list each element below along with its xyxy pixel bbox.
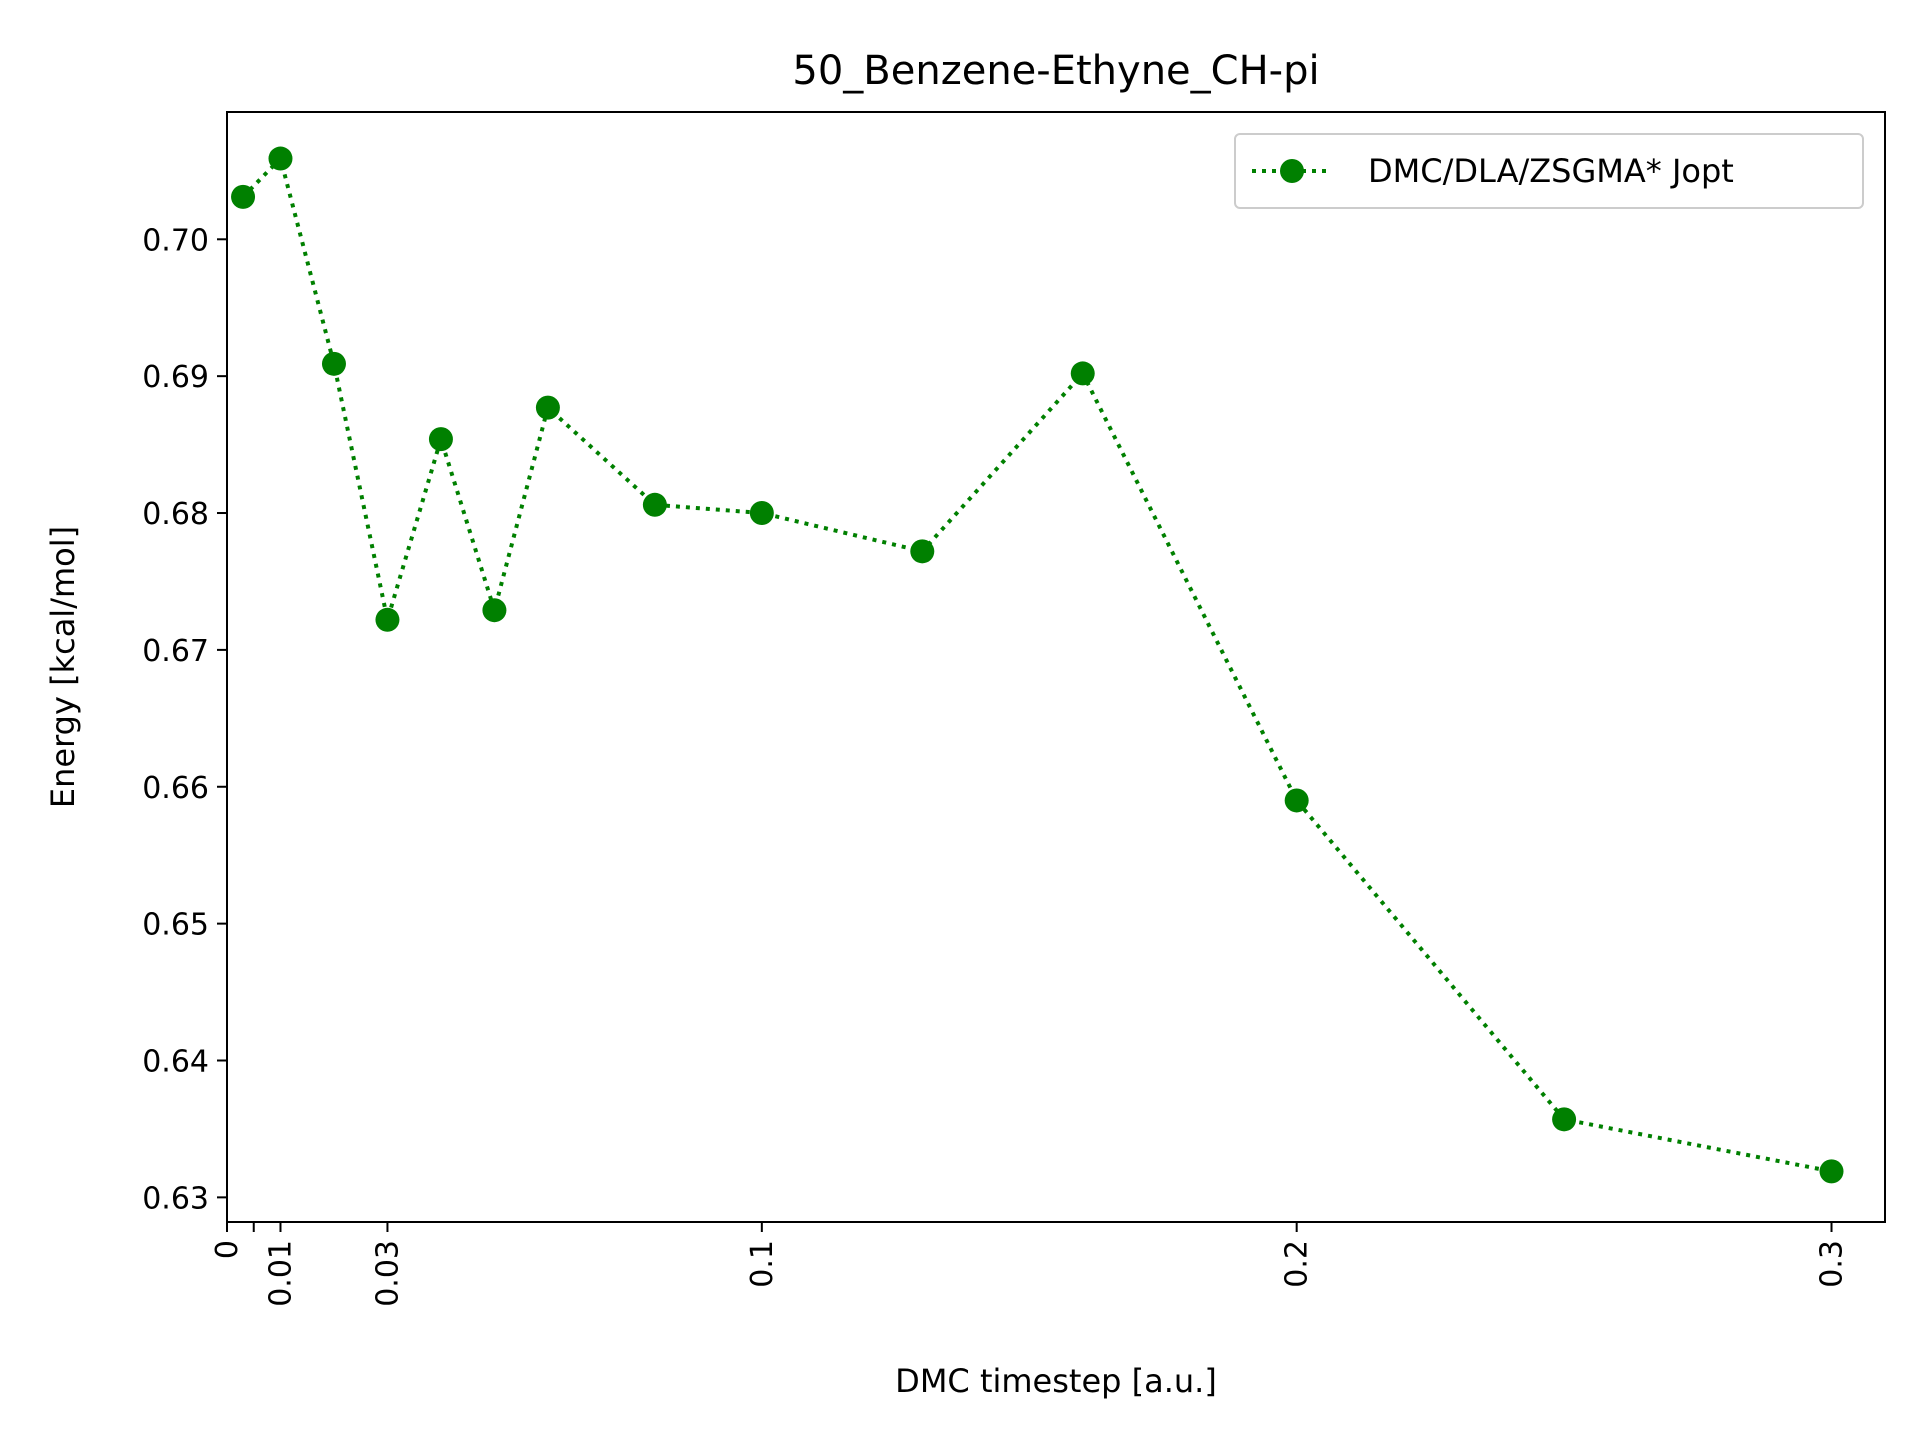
y-tick-label: 0.70	[142, 223, 209, 258]
plot-frame	[226, 111, 1886, 1223]
y-tick-label: 0.67	[142, 634, 209, 669]
data-point	[1819, 1159, 1844, 1184]
x-tick-label: 0.2	[1280, 1240, 1315, 1288]
x-tick-label: 0.01	[263, 1240, 298, 1307]
data-point	[535, 395, 560, 420]
x-tick-label: 0.3	[1815, 1240, 1850, 1288]
data-point	[375, 607, 400, 632]
x-tick-label: 0.1	[745, 1240, 780, 1288]
y-axis: 0.63 0.64 0.65 0.66 0.67 0.68 0.69 0.70	[142, 223, 227, 1216]
y-tick-label: 0.63	[142, 1181, 209, 1216]
y-tick-label: 0.64	[142, 1044, 209, 1079]
data-point	[482, 598, 507, 623]
data-point	[231, 184, 256, 209]
x-tick-label: 0.03	[370, 1240, 405, 1307]
legend-marker	[1280, 159, 1304, 183]
y-tick-label: 0.69	[142, 360, 209, 395]
data-point	[321, 351, 346, 376]
y-tick-label: 0.66	[142, 771, 209, 806]
data-point	[1552, 1107, 1577, 1132]
data-point	[1284, 788, 1309, 813]
x-axis: 0 0.01 0.03 0.1 0.2 0.3	[210, 1222, 1850, 1307]
series-line	[241, 154, 1832, 1174]
data-point	[749, 501, 774, 526]
chart-title: 50_Benzene-Ethyne_CH-pi	[792, 48, 1319, 94]
legend-box	[1234, 133, 1864, 209]
y-axis-label: Energy [kcal/mol]	[44, 526, 82, 808]
y-tick-label: 0.65	[142, 908, 209, 943]
legend: DMC/DLA/ZSGMA* Jopt	[1234, 133, 1864, 209]
data-point	[642, 492, 667, 517]
data-point	[1070, 361, 1095, 386]
plot-area	[226, 111, 1886, 1223]
data-point	[428, 427, 453, 452]
x-tick-label: 0	[210, 1240, 245, 1259]
data-point	[268, 146, 293, 171]
data-point	[910, 539, 935, 564]
x-axis-label: DMC timestep [a.u.]	[895, 1362, 1217, 1400]
y-tick-label: 0.68	[142, 497, 209, 532]
series-layer	[231, 146, 1844, 1184]
legend-label: DMC/DLA/ZSGMA* Jopt	[1368, 152, 1734, 190]
